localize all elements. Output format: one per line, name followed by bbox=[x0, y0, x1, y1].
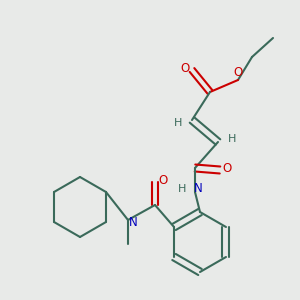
Text: H: H bbox=[178, 184, 186, 194]
Text: N: N bbox=[129, 217, 137, 230]
Text: H: H bbox=[228, 134, 236, 144]
Text: O: O bbox=[158, 173, 168, 187]
Text: N: N bbox=[194, 182, 202, 196]
Text: O: O bbox=[222, 161, 232, 175]
Text: O: O bbox=[233, 67, 243, 80]
Text: H: H bbox=[174, 118, 182, 128]
Text: O: O bbox=[180, 61, 190, 74]
